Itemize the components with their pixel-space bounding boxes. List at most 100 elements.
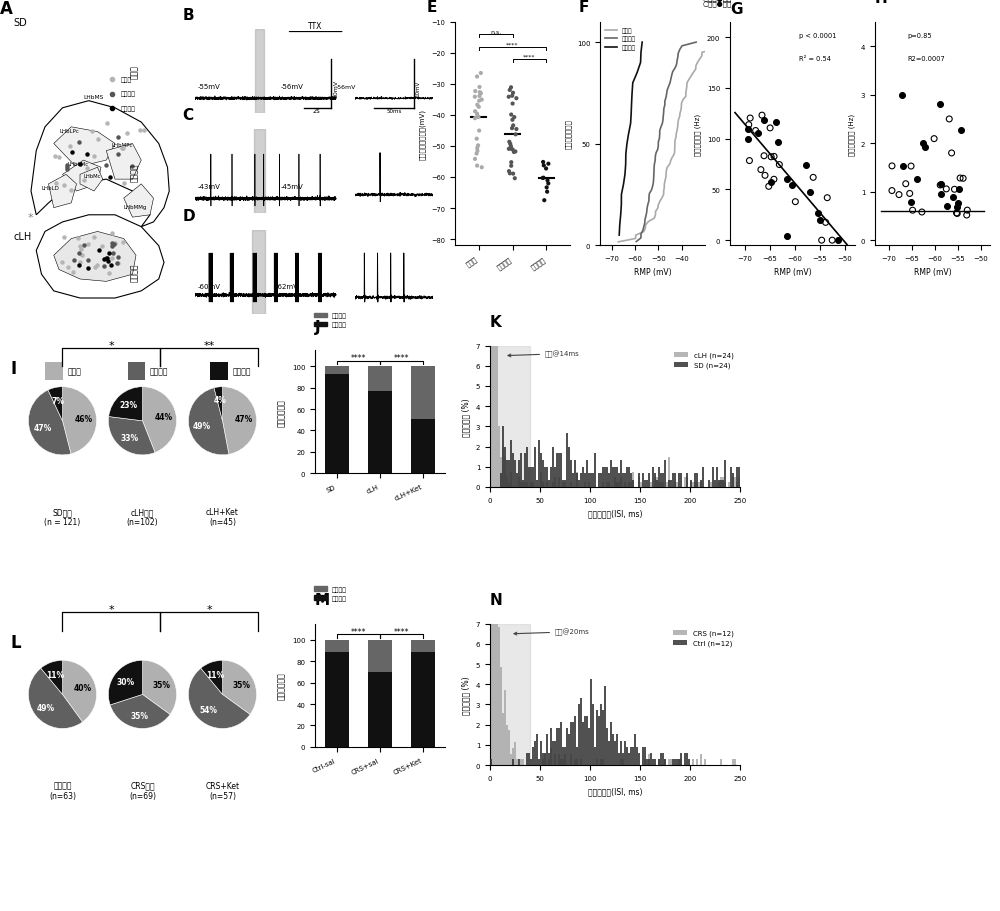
Bar: [606, 467, 608, 487]
Bar: [628, 753, 630, 765]
Bar: [610, 460, 612, 487]
Text: H: H: [875, 0, 888, 6]
Text: 单个放电: 单个放电: [130, 163, 139, 181]
Point: [504, 89, 520, 104]
Point: [914, 206, 930, 220]
Point: [819, 191, 835, 206]
Point: [953, 123, 969, 138]
Point: [503, 81, 519, 96]
Text: 44%: 44%: [154, 413, 172, 422]
Polygon shape: [124, 185, 154, 218]
Bar: [552, 741, 554, 765]
Text: LHbLPc: LHbLPc: [59, 128, 79, 133]
Point: [812, 213, 828, 228]
不放电: [660, 169, 672, 180]
Bar: [594, 747, 596, 765]
Point: [917, 141, 933, 156]
Point: [909, 172, 925, 187]
Bar: [538, 440, 540, 487]
Bar: [522, 482, 524, 487]
Point: [950, 197, 966, 211]
Bar: [638, 753, 640, 765]
Bar: [582, 467, 584, 487]
Bar: [368, 672, 392, 747]
Bar: [588, 729, 590, 765]
Wedge shape: [109, 387, 143, 422]
簇状放电: [626, 98, 638, 109]
Point: [750, 127, 766, 141]
Text: 46%: 46%: [74, 415, 93, 424]
Bar: [540, 472, 542, 487]
Bar: [566, 434, 568, 487]
Point: [824, 233, 840, 248]
Bar: [548, 481, 550, 487]
Bar: [626, 467, 628, 487]
Point: [949, 207, 965, 221]
Bar: [562, 481, 564, 487]
Bar: [660, 474, 662, 487]
Bar: [522, 760, 524, 765]
Point: [473, 67, 489, 81]
Bar: [411, 640, 435, 652]
Point: [756, 149, 772, 164]
Bar: [676, 759, 678, 765]
Bar: [638, 477, 640, 487]
Wedge shape: [188, 669, 250, 729]
Point: [536, 159, 552, 173]
Bar: [528, 753, 530, 765]
Bar: [512, 748, 514, 765]
Text: LHbLD: LHbLD: [42, 186, 59, 190]
Bar: [576, 747, 578, 765]
Bar: [534, 741, 536, 765]
Polygon shape: [31, 101, 169, 228]
Point: [926, 132, 942, 147]
簇状放电: [625, 118, 637, 129]
Bar: [658, 467, 660, 487]
Bar: [614, 477, 616, 487]
Bar: [592, 704, 594, 765]
Bar: [710, 482, 712, 487]
Point: [959, 209, 975, 223]
Point: [473, 87, 489, 101]
Text: F: F: [579, 0, 589, 15]
Bar: [684, 753, 686, 765]
Text: J: J: [315, 320, 321, 334]
Bar: [700, 482, 702, 487]
Legend: 单个放电, 簇状放电: 单个放电, 簇状放电: [312, 311, 349, 330]
Point: [884, 184, 900, 199]
Point: [741, 118, 757, 133]
Wedge shape: [188, 388, 229, 456]
Point: [508, 92, 524, 107]
Bar: [520, 482, 522, 487]
Bar: [618, 474, 620, 487]
Bar: [632, 747, 634, 765]
Point: [474, 161, 490, 176]
Point: [536, 194, 552, 209]
Bar: [496, 336, 498, 487]
Point: [766, 150, 782, 165]
Bar: [738, 467, 740, 487]
Bar: [652, 759, 654, 765]
Y-axis label: 事件百分比 (%): 事件百分比 (%): [461, 675, 470, 714]
Text: 不放电: 不放电: [130, 65, 139, 79]
Text: 35%: 35%: [130, 711, 148, 720]
Bar: [540, 741, 542, 765]
Bar: [526, 753, 528, 765]
Point: [932, 179, 948, 193]
Bar: [574, 760, 576, 765]
Bar: [712, 467, 714, 487]
Point: [939, 200, 955, 214]
簇状放电: [613, 230, 625, 241]
Bar: [510, 753, 512, 765]
Point: [469, 159, 485, 174]
Bar: [576, 472, 578, 487]
Bar: [606, 482, 608, 487]
Point: [503, 142, 519, 157]
Bar: [496, 547, 498, 765]
Text: n.s.: n.s.: [490, 30, 501, 35]
Point: [802, 186, 818, 200]
Point: [742, 111, 758, 126]
Bar: [252, 230, 265, 314]
Bar: [600, 760, 602, 765]
Bar: [554, 753, 556, 765]
